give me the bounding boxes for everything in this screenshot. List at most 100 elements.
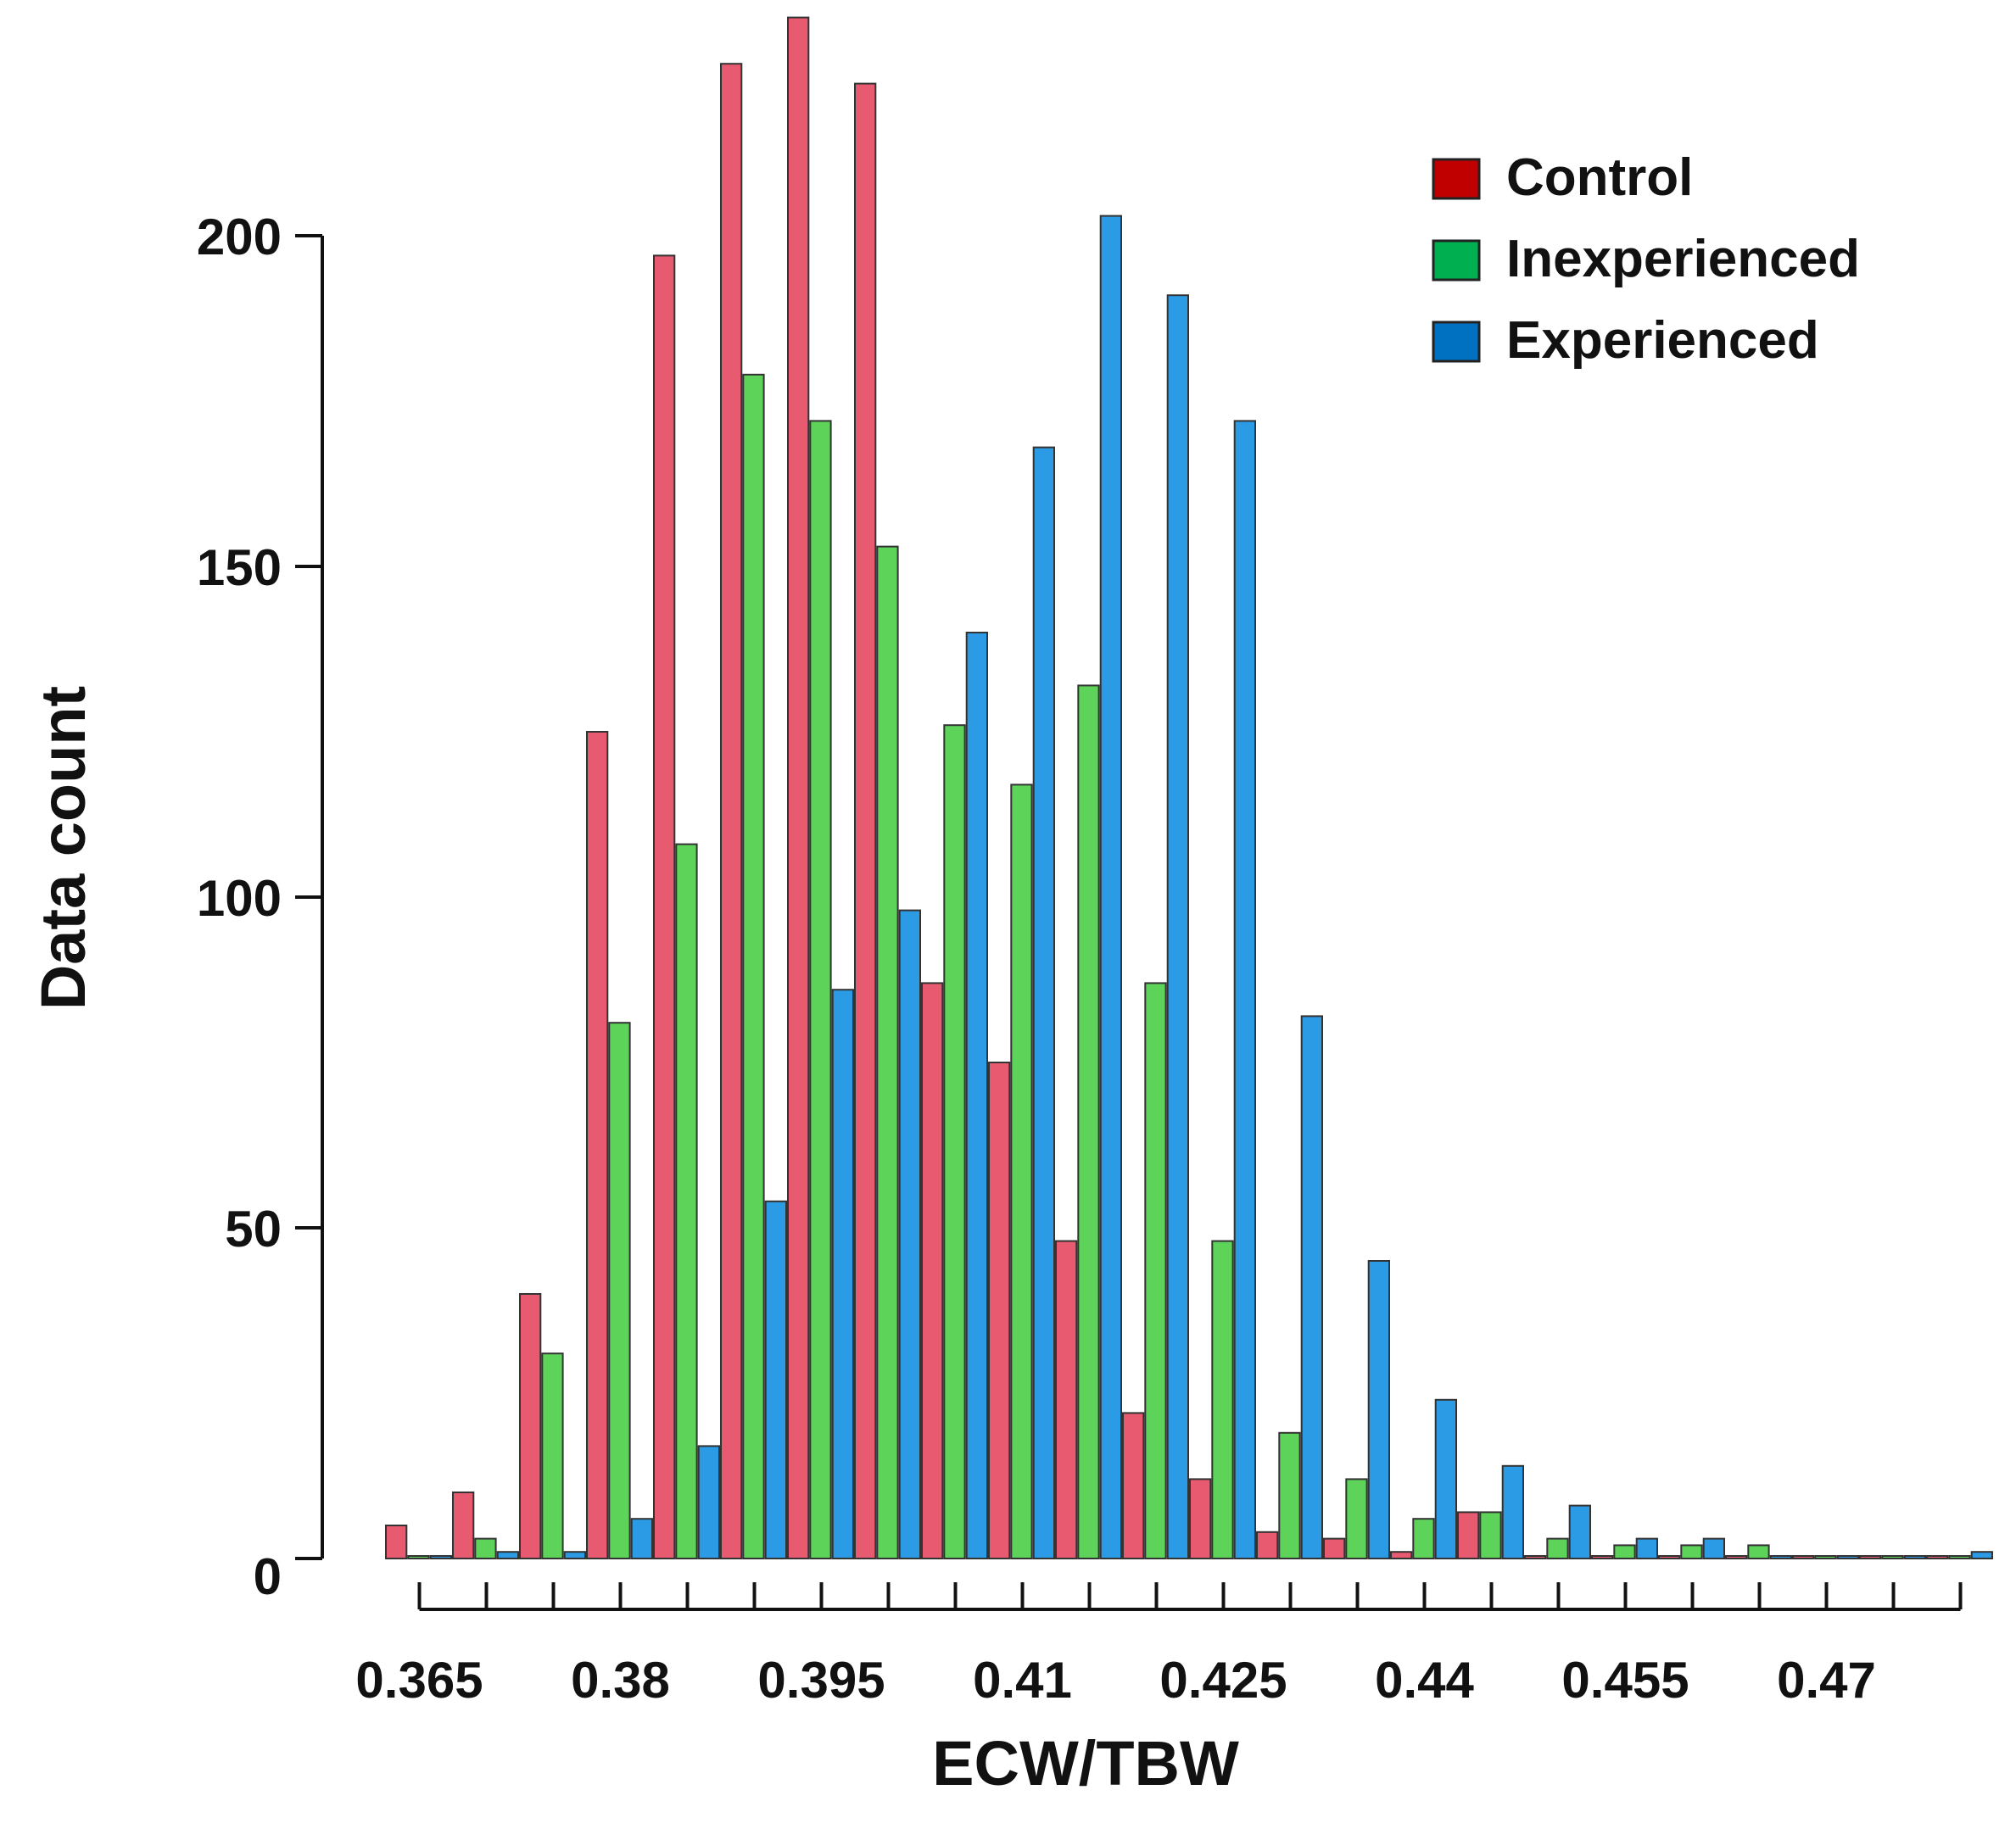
x-tick-label: 0.47 — [1777, 1652, 1876, 1709]
axes-layer — [321, 236, 1961, 1611]
bar-control-4 — [653, 254, 676, 1559]
bar-control-8 — [921, 982, 944, 1559]
bar-inexperienced-22 — [1881, 1555, 1904, 1559]
bar-experienced-19 — [1702, 1537, 1725, 1559]
bar-experienced-22 — [1903, 1555, 1926, 1559]
bar-inexperienced-9 — [1010, 783, 1033, 1559]
bar-experienced-14 — [1367, 1260, 1390, 1559]
bar-inexperienced-8 — [943, 724, 966, 1559]
x-tick-label: 0.395 — [757, 1652, 885, 1709]
bar-experienced-17 — [1568, 1504, 1591, 1559]
bar-control-16 — [1457, 1511, 1480, 1560]
bar-experienced-16 — [1501, 1464, 1524, 1560]
bar-inexperienced-17 — [1546, 1537, 1569, 1559]
bar-inexperienced-12 — [1211, 1240, 1234, 1559]
bar-inexperienced-1 — [474, 1537, 497, 1559]
bar-experienced-0 — [429, 1555, 453, 1559]
bar-experienced-3 — [630, 1518, 654, 1559]
bar-control-23 — [1926, 1555, 1949, 1559]
y-tick-label: 50 — [225, 1201, 282, 1257]
legend-label-inexperienced: Inexperienced — [1506, 230, 1860, 288]
bar-inexperienced-23 — [1948, 1555, 1971, 1559]
x-tick-label: 0.455 — [1561, 1652, 1689, 1709]
y-tick-label: 150 — [197, 539, 282, 596]
bar-experienced-8 — [965, 632, 988, 1559]
bars-layer — [385, 16, 1993, 1560]
bar-inexperienced-13 — [1278, 1431, 1301, 1560]
bar-inexperienced-18 — [1613, 1544, 1636, 1560]
bar-experienced-20 — [1769, 1555, 1792, 1559]
bar-inexperienced-20 — [1747, 1544, 1770, 1560]
bar-control-21 — [1792, 1555, 1815, 1559]
x-axis-title: ECW/TBW — [932, 1728, 1239, 1798]
bar-inexperienced-19 — [1680, 1544, 1703, 1560]
legend-swatch-inexperienced — [1432, 239, 1481, 282]
bar-experienced-6 — [831, 989, 855, 1559]
bar-inexperienced-2 — [541, 1352, 564, 1559]
x-tick-label: 0.365 — [355, 1652, 483, 1709]
bar-control-3 — [586, 731, 609, 1559]
y-tick-label: 0 — [254, 1548, 282, 1605]
bar-experienced-10 — [1099, 215, 1122, 1560]
y-ticks: 0 50 100 150 200 — [197, 209, 322, 1605]
bar-experienced-1 — [496, 1551, 520, 1559]
bar-inexperienced-5 — [742, 373, 765, 1559]
bar-control-18 — [1591, 1555, 1614, 1559]
legend-label-control: Control — [1506, 148, 1693, 207]
legend: Control Inexperienced Experienced — [1432, 148, 1860, 370]
bar-inexperienced-7 — [876, 545, 899, 1559]
legend-swatch-control — [1432, 158, 1481, 200]
bar-control-22 — [1859, 1555, 1882, 1559]
bar-control-7 — [854, 82, 877, 1560]
y-tick-label: 100 — [197, 870, 282, 927]
x-tick-label: 0.41 — [973, 1652, 1072, 1709]
x-tick-label: 0.425 — [1159, 1652, 1287, 1709]
bar-control-5 — [720, 63, 743, 1560]
x-ticks: 0.365 0.38 0.395 0.41 0.425 0.44 0.455 0.47 — [355, 1582, 1963, 1709]
legend-swatch-experienced — [1432, 321, 1481, 363]
bar-control-10 — [1055, 1240, 1078, 1559]
bar-inexperienced-15 — [1412, 1518, 1435, 1559]
bar-experienced-4 — [697, 1445, 721, 1560]
bar-experienced-21 — [1836, 1555, 1859, 1559]
bar-control-12 — [1189, 1478, 1212, 1560]
bar-inexperienced-4 — [675, 843, 698, 1559]
bar-control-2 — [519, 1293, 542, 1559]
bar-control-6 — [787, 16, 810, 1560]
x-tick-label: 0.38 — [571, 1652, 670, 1709]
bar-control-1 — [452, 1492, 475, 1559]
bar-inexperienced-14 — [1345, 1478, 1368, 1560]
bar-control-11 — [1122, 1412, 1145, 1560]
bar-experienced-5 — [764, 1200, 788, 1560]
y-tick-label: 200 — [197, 209, 282, 265]
bar-experienced-18 — [1635, 1537, 1658, 1559]
bar-experienced-23 — [1970, 1551, 1993, 1559]
bar-experienced-2 — [563, 1551, 587, 1559]
x-tick-label: 0.44 — [1375, 1652, 1474, 1709]
bar-experienced-12 — [1233, 420, 1256, 1559]
bar-inexperienced-6 — [809, 420, 832, 1559]
bar-control-9 — [988, 1062, 1011, 1559]
bar-control-19 — [1658, 1555, 1681, 1559]
bar-experienced-9 — [1032, 446, 1055, 1559]
bar-inexperienced-3 — [608, 1022, 631, 1559]
bar-inexperienced-10 — [1077, 684, 1100, 1559]
bar-control-17 — [1524, 1555, 1547, 1559]
bar-control-13 — [1256, 1531, 1279, 1560]
bar-experienced-15 — [1434, 1398, 1457, 1560]
legend-label-experienced: Experienced — [1506, 311, 1819, 370]
bar-control-20 — [1725, 1555, 1748, 1559]
bar-experienced-7 — [898, 909, 921, 1559]
bar-inexperienced-11 — [1144, 982, 1167, 1559]
bar-control-15 — [1390, 1551, 1413, 1559]
bar-experienced-13 — [1300, 1015, 1323, 1559]
bar-experienced-11 — [1166, 294, 1189, 1560]
bar-control-14 — [1323, 1537, 1346, 1559]
y-axis-title: Data count — [28, 686, 98, 1010]
bar-inexperienced-0 — [407, 1555, 430, 1559]
bar-control-0 — [385, 1525, 408, 1559]
bar-inexperienced-21 — [1814, 1555, 1837, 1559]
bar-inexperienced-16 — [1479, 1511, 1502, 1560]
